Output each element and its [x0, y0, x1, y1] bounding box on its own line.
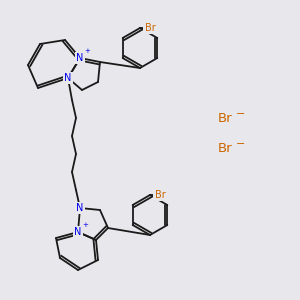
Text: Br: Br [218, 112, 232, 124]
Text: +: + [82, 222, 88, 228]
Text: N: N [74, 227, 82, 237]
Text: N: N [64, 73, 72, 83]
Text: N: N [76, 53, 84, 63]
Text: N: N [76, 203, 84, 213]
Text: +: + [84, 48, 90, 54]
Text: Br: Br [218, 142, 232, 154]
Text: −: − [236, 109, 245, 119]
Text: Br: Br [145, 23, 155, 33]
Text: Br: Br [154, 190, 165, 200]
Text: −: − [236, 139, 245, 149]
